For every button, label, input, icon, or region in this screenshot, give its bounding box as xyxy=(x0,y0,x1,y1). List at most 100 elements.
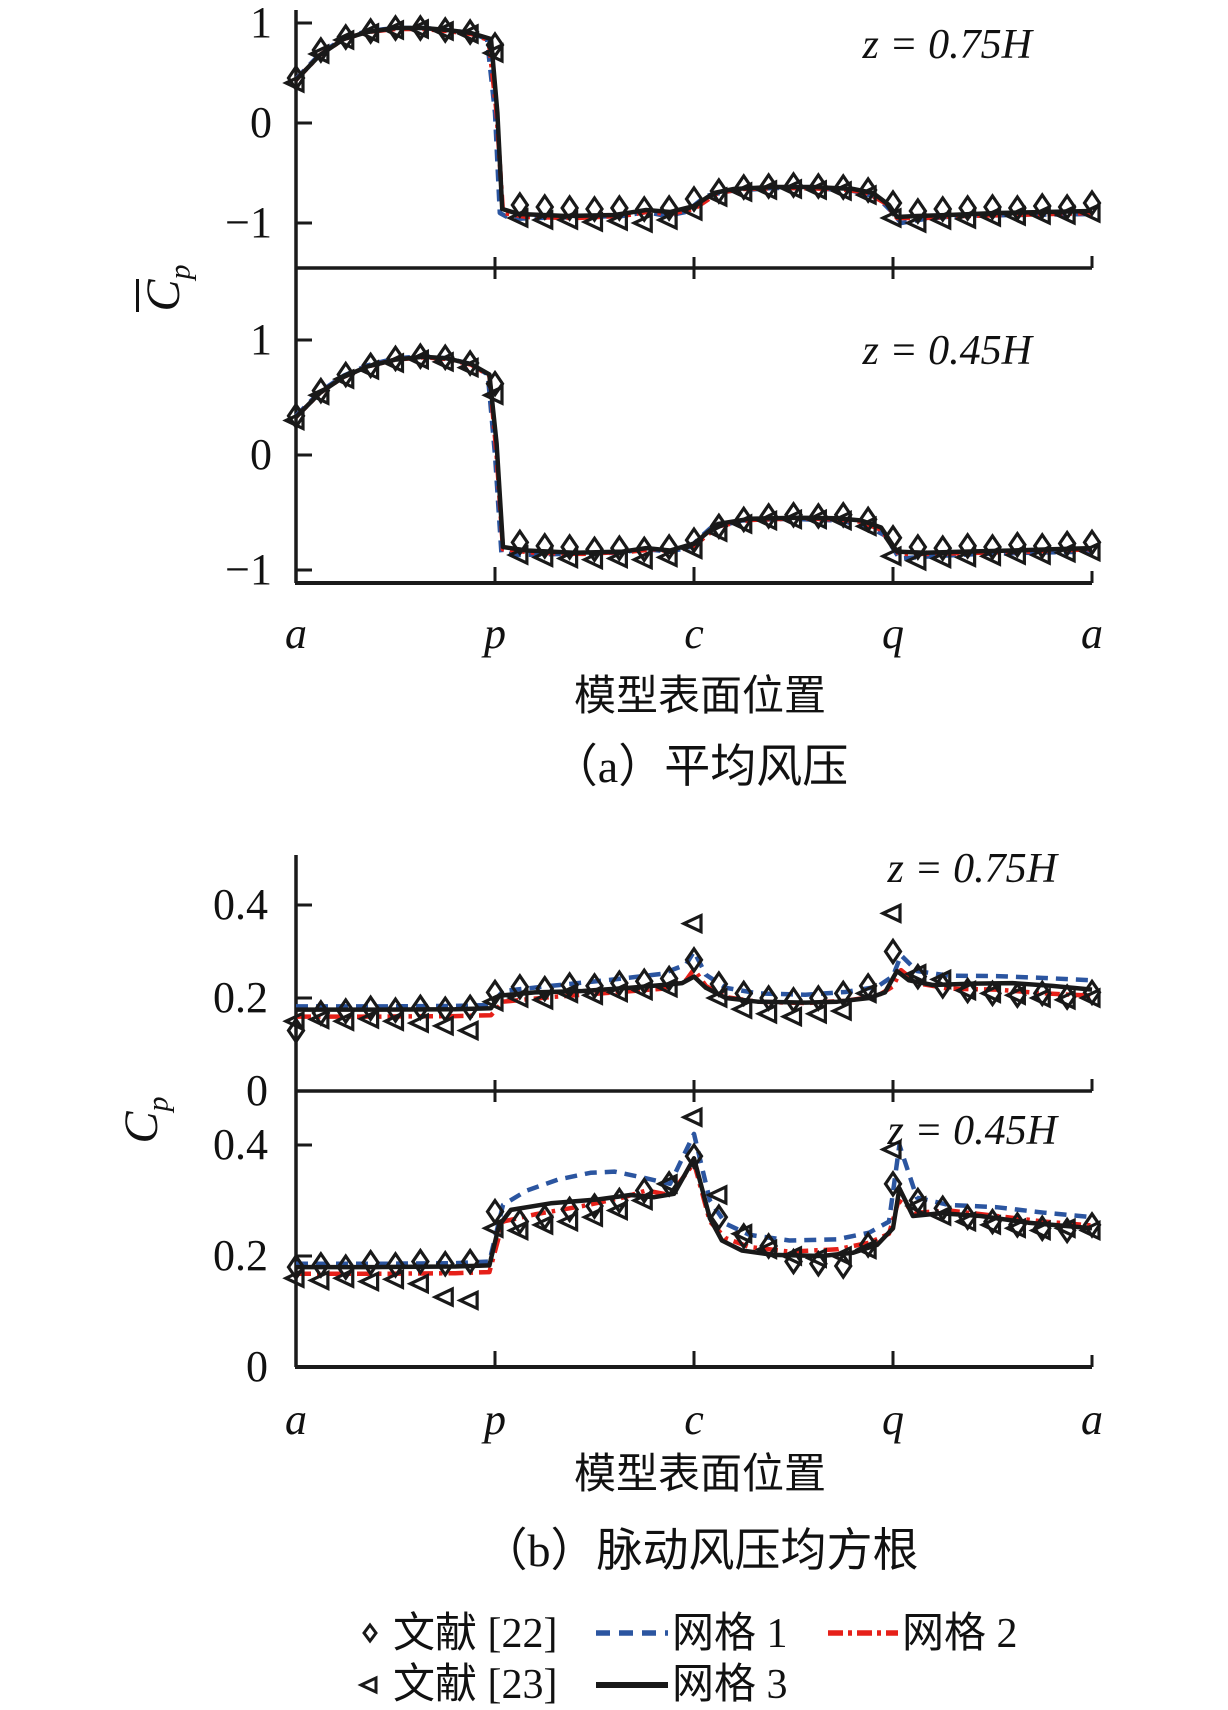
diamond-marker xyxy=(684,946,704,974)
triangle-marker xyxy=(580,1206,604,1228)
diamond-marker xyxy=(361,1248,381,1277)
y-tick-label: 0 xyxy=(246,1342,268,1391)
triangle-marker xyxy=(530,546,554,568)
triangle-marker xyxy=(1053,204,1076,226)
triangle-marker xyxy=(1078,1219,1101,1241)
triangle-marker xyxy=(879,902,902,924)
triangle-marker xyxy=(655,209,678,231)
caption-panel-b: （b）脉动风压均方根 xyxy=(481,1525,919,1576)
triangle-marker xyxy=(829,1245,852,1267)
diamond-marker xyxy=(659,194,679,222)
diamond-marker xyxy=(883,523,903,552)
y-tick-label: 0.4 xyxy=(213,1120,268,1169)
x-tick-label: p xyxy=(484,609,506,658)
diamond-marker xyxy=(609,194,629,222)
triangle-marker xyxy=(928,547,952,570)
triangle-marker xyxy=(680,1106,703,1128)
diamond-marker xyxy=(361,994,381,1023)
triangle-marker xyxy=(1003,544,1026,566)
triangle-marker xyxy=(754,179,778,201)
triangle-marker xyxy=(506,207,529,229)
triangle-marker xyxy=(605,547,628,570)
y-tick-label: 1 xyxy=(250,315,272,364)
triangle-marker xyxy=(1053,542,1076,564)
triangle-marker xyxy=(630,549,653,571)
diamond-marker xyxy=(585,1192,604,1220)
triangle-marker xyxy=(879,207,902,229)
triangle-marker xyxy=(555,982,579,1004)
triangle-marker xyxy=(307,1269,330,1291)
triangle-marker xyxy=(1028,987,1051,1009)
diamond-marker xyxy=(883,937,903,966)
x-axis-title-b: 模型表面位置 xyxy=(573,1452,826,1498)
diamond-marker xyxy=(1007,530,1027,559)
diamond-marker xyxy=(510,528,530,557)
triangle-marker xyxy=(331,1267,355,1289)
triangle-marker xyxy=(904,1195,927,1217)
diamond-marker xyxy=(510,1207,530,1236)
triangle-marker xyxy=(406,349,429,371)
diamond-marker xyxy=(560,194,580,222)
triangle-marker xyxy=(779,1245,803,1267)
triangle-marker xyxy=(431,351,454,373)
diamond-marker xyxy=(983,533,1002,561)
cp-letter: C xyxy=(115,1111,168,1144)
diamond-marker xyxy=(460,1247,480,1276)
diamond-marker xyxy=(684,526,704,554)
z-level-label-075: z = 0.75H xyxy=(862,22,1032,68)
triangle-marker xyxy=(729,513,753,535)
diamond-marker xyxy=(634,535,654,564)
diamond-marker xyxy=(1082,189,1102,217)
triangle-marker xyxy=(779,1006,803,1028)
triangle-marker xyxy=(829,510,852,532)
triangle-marker xyxy=(630,1189,653,1212)
triangle-marker xyxy=(580,549,604,571)
triangle-marker xyxy=(854,515,877,537)
caption-panel-a: （a）平均风压 xyxy=(551,741,849,792)
diamond-marker xyxy=(460,993,480,1022)
triangle-marker xyxy=(456,1020,479,1042)
triangle-marker xyxy=(481,991,504,1013)
triangle-marker xyxy=(356,22,380,44)
diamond-marker xyxy=(983,193,1002,221)
diamond-marker xyxy=(286,1253,306,1281)
triangle-marker xyxy=(605,981,628,1003)
triangle-marker xyxy=(1078,987,1101,1009)
triangle-marker xyxy=(655,546,678,568)
triangle-marker xyxy=(481,1217,504,1239)
diamond-marker xyxy=(958,194,978,222)
triangle-marker xyxy=(506,987,529,1009)
triangle-marker xyxy=(978,206,1002,228)
legend-diamond-marker xyxy=(362,1622,378,1644)
triangle-marker xyxy=(406,18,429,40)
triangle-marker xyxy=(879,545,902,567)
triangle-marker xyxy=(282,1267,305,1289)
triangle-marker xyxy=(928,968,952,990)
triangle-marker xyxy=(356,1271,380,1293)
diamond-marker xyxy=(410,14,430,42)
triangle-marker xyxy=(754,510,778,532)
diamond-marker xyxy=(634,967,654,996)
diamond-marker xyxy=(684,185,704,213)
legend-label-ref23: 文献 [23] xyxy=(393,1662,558,1708)
triangle-marker xyxy=(431,1015,454,1037)
series-line-solid xyxy=(294,354,1093,556)
triangle-marker xyxy=(655,977,678,999)
diamond-marker xyxy=(634,1176,654,1205)
diamond-marker xyxy=(1057,529,1077,558)
z-level-label-075: z = 0.75H xyxy=(887,846,1057,892)
triangle-marker xyxy=(904,550,927,572)
diamond-marker xyxy=(510,191,530,219)
y-tick-label: 0.4 xyxy=(213,880,268,929)
triangle-marker xyxy=(1028,1219,1051,1241)
triangle-marker xyxy=(729,181,753,203)
diamond-marker xyxy=(609,969,629,997)
triangle-marker xyxy=(953,1211,977,1233)
series-line-dashed xyxy=(296,1131,1093,1267)
diamond-marker xyxy=(585,195,604,223)
diamond-marker xyxy=(709,1203,729,1231)
diamond-marker xyxy=(585,972,604,1000)
triangle-marker xyxy=(804,508,827,530)
triangle-marker xyxy=(854,982,877,1004)
x-tick-label: q xyxy=(882,609,904,658)
